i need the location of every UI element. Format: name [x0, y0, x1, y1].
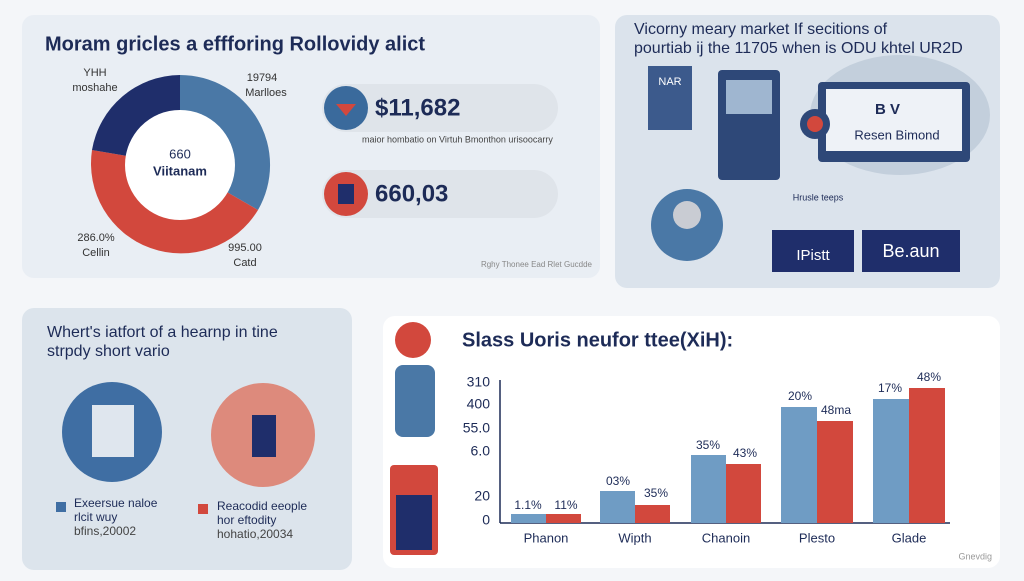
- badge-core: [807, 116, 823, 132]
- slice-caption: Marlloes: [245, 87, 287, 99]
- legend-text: Exeersue naloe: [74, 496, 158, 510]
- stat-card: [322, 84, 558, 132]
- stat-card: [322, 170, 558, 218]
- legend-swatch: [198, 504, 208, 514]
- legend-text: Reacodid eeople: [217, 499, 307, 513]
- panel-title: Whert's iatfort of a hearnp in tine: [47, 324, 278, 341]
- button-label[interactable]: Be.aun: [882, 241, 939, 261]
- bars: [511, 388, 945, 523]
- y-tick-label: 0: [482, 512, 490, 528]
- kiosk: [648, 66, 692, 130]
- panel-title: Slass Uoris neufor ttee(XiH):: [462, 329, 733, 351]
- x-tick-label: Plesto: [799, 530, 835, 545]
- panel-title: Moram gricles a effforing Rollovidy alic…: [45, 33, 425, 55]
- value-label: 43%: [733, 446, 757, 460]
- value-label: 35%: [696, 438, 720, 452]
- bar: [600, 491, 635, 523]
- bar: [873, 399, 909, 523]
- y-tick-label: 400: [467, 396, 491, 412]
- x-tick-label: Phanon: [524, 530, 569, 545]
- stat-icon-glyph: [338, 184, 354, 204]
- tag: Hrusle teeps: [793, 192, 844, 202]
- bar: [546, 514, 581, 523]
- stat-caption: maior hombatio on Virtuh Bmonthon urisoo…: [362, 134, 553, 144]
- donut-hole: [125, 110, 235, 220]
- panel-title: Vicorny meary market If secitions of: [634, 21, 888, 38]
- button[interactable]: [862, 230, 960, 272]
- screen-name: Resen Bimond: [854, 127, 939, 142]
- x-tick-label: Chanoin: [702, 530, 750, 545]
- value-label: 11%: [554, 498, 577, 512]
- y-tick-label: 55.0: [463, 420, 490, 436]
- slice-caption: Catd: [233, 257, 256, 269]
- stat-icon-glyph: [336, 104, 356, 116]
- bar: [781, 407, 817, 523]
- value-label: 20%: [788, 389, 812, 403]
- kiosk-label: NAR: [658, 76, 681, 88]
- legend-text: rlcit wuy: [74, 510, 117, 524]
- y-tick-label: 20: [474, 488, 490, 504]
- footnote: Rghy Thonee Ead Rlet Gucdde: [481, 260, 593, 269]
- legend-text: hohatio,20034: [217, 527, 293, 541]
- slice-value: 995.00: [228, 242, 262, 254]
- stat-value: 660,03: [375, 180, 448, 207]
- credit: Gnevdig: [958, 551, 992, 561]
- legend-swatch: [56, 502, 66, 512]
- bar: [635, 505, 670, 523]
- panel: [22, 308, 352, 570]
- donut-center-caption: Viitanam: [153, 163, 207, 178]
- atm-screen: [726, 80, 772, 114]
- screen-letters: B V: [875, 101, 900, 118]
- bar: [726, 464, 761, 523]
- monitor-screen: [826, 89, 962, 151]
- x-tick-label: Glade: [892, 530, 927, 545]
- slice-value: 19794: [247, 72, 278, 84]
- slice-caption: moshahe: [72, 82, 117, 94]
- stat-value: $11,682: [375, 94, 460, 121]
- avatar-head: [673, 201, 701, 229]
- y-tick-label: 6.0: [471, 443, 491, 459]
- donut-center-value: 660: [169, 146, 191, 161]
- panel-title: strpdy short vario: [47, 343, 170, 360]
- bar: [909, 388, 945, 523]
- slice-value: 286.0%: [77, 232, 115, 244]
- value-label: 17%: [878, 381, 902, 395]
- legend-text: hor eftodity: [217, 513, 276, 527]
- value-label: 48ma: [821, 403, 851, 417]
- legend-text: bfins,20002: [74, 524, 136, 538]
- y-tick-label: 310: [467, 374, 491, 390]
- x-tick-label: Wipth: [618, 530, 651, 545]
- bar: [817, 421, 853, 523]
- button-label[interactable]: IPistt: [796, 247, 830, 264]
- bar: [511, 514, 546, 523]
- value-label: 35%: [644, 486, 668, 500]
- figure-head: [395, 322, 431, 358]
- panel-title: pourtiab ij the 11705 when is ODU khtel …: [634, 40, 963, 57]
- slice-caption: Cellin: [82, 247, 110, 259]
- button[interactable]: [772, 230, 854, 272]
- value-label: 48%: [917, 370, 941, 384]
- building-door: [396, 495, 432, 550]
- value-label: 03%: [606, 474, 630, 488]
- bar: [691, 455, 726, 523]
- figure: [395, 365, 435, 437]
- icon-doc: [92, 405, 134, 457]
- slice-value: YHH: [83, 67, 106, 79]
- value-label: 1.1%: [514, 498, 542, 512]
- icon-phone: [252, 415, 276, 457]
